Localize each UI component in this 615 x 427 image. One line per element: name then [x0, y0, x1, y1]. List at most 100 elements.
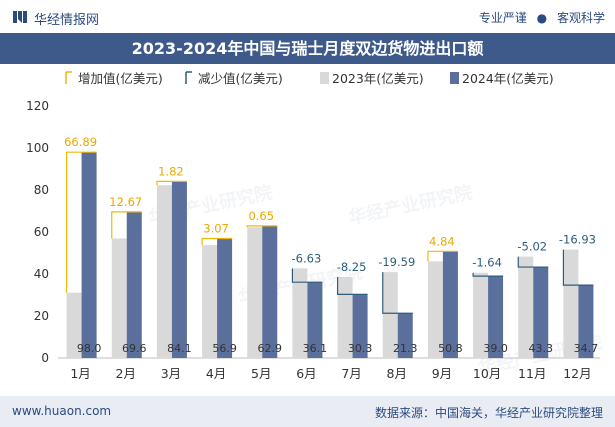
change-indicator-5 — [246, 225, 278, 228]
bar-2023-3 — [156, 185, 172, 358]
bar-2023-4 — [202, 245, 218, 358]
y-tick-label: 20 — [34, 309, 49, 323]
website-url[interactable]: www.huaon.com — [12, 404, 112, 418]
change-label-4: 3.07 — [203, 222, 229, 236]
bar-2023-2 — [111, 238, 127, 358]
change-indicator-10 — [472, 272, 504, 277]
value-label-2024-11: 43.3 — [529, 342, 554, 355]
bar-2024-9 — [442, 251, 458, 358]
change-label-5: 0.65 — [248, 209, 274, 223]
change-indicator-4 — [201, 237, 233, 246]
change-indicator-6 — [291, 268, 323, 283]
chart-title: 2023-2024年中国与瑞士月度双边货物进出口额 — [131, 39, 484, 58]
legend-label-3: 2023年(亿美元) — [332, 71, 424, 86]
legend-label-2: 减少值(亿美元) — [198, 71, 283, 86]
bar-2023-1 — [66, 292, 82, 358]
y-tick-label: 0 — [41, 351, 49, 365]
slogan-tags: 专业严谨 ● 客观科学 — [479, 9, 605, 26]
value-label-2024-2: 69.6 — [122, 342, 147, 355]
x-tick-label-7: 7月 — [341, 366, 361, 381]
value-label-2024-6: 36.1 — [303, 342, 328, 355]
legend-label-4: 2024年(亿美元) — [462, 71, 554, 86]
value-label-2024-7: 30.3 — [348, 342, 373, 355]
huajing-logo-icon — [13, 11, 27, 23]
legend-swatch-2024 — [450, 72, 459, 84]
change-label-6: -6.63 — [292, 251, 322, 265]
tag-objective: 客观科学 — [556, 11, 605, 25]
tag-separator: ● — [536, 11, 548, 25]
bar-chart: 华经产业研究院华经产业研究院华经产业研究院华经产业研究院 增加值(亿美元)减少值… — [26, 71, 604, 381]
bar-2023-6 — [292, 268, 308, 358]
bar-2023-10 — [473, 272, 489, 358]
bar-2024-10 — [488, 276, 504, 358]
bar-2023-12 — [563, 249, 579, 358]
x-tick-label-3: 3月 — [161, 366, 181, 381]
bar-2024-1 — [81, 152, 97, 358]
change-indicator-9 — [427, 250, 458, 262]
watermark-text-2: 华经产业研究院 — [346, 181, 474, 229]
value-label-2024-3: 84.1 — [167, 342, 192, 355]
tag-professional: 专业严谨 — [478, 11, 527, 25]
change-label-10: -1.64 — [472, 256, 502, 270]
x-tick-label-9: 9月 — [432, 366, 452, 381]
change-indicator-3 — [156, 180, 187, 186]
y-tick-label: 60 — [34, 225, 49, 239]
change-label-11: -5.02 — [517, 240, 547, 254]
bar-2023-7 — [337, 276, 353, 358]
bar-2023-5 — [247, 227, 263, 358]
bar-2024-5 — [262, 225, 278, 358]
change-indicator-2 — [111, 211, 142, 239]
y-tick-label: 100 — [26, 141, 49, 155]
bar-2024-4 — [217, 238, 233, 358]
chart-axes: 0 20 40 60 80 100 120 1月 2月 3月 4月 5月 6月 7月 8月 9月 10月 11月 1… — [26, 99, 600, 381]
change-indicators — [65, 151, 594, 314]
x-tick-label-6: 6月 — [296, 366, 316, 381]
x-tick-label-2: 2月 — [116, 366, 136, 381]
legend-swatch-2023 — [320, 72, 329, 84]
change-label-1: 66.89 — [64, 135, 97, 149]
chart-legend: 增加值(亿美元) 减少值(亿美元) 2023年(亿美元) 2024年(亿美元) — [65, 71, 554, 86]
x-tick-label-5: 5月 — [251, 366, 271, 381]
bar-2024-3 — [171, 181, 187, 358]
bar-2024-12 — [578, 285, 594, 358]
data-source: 数据来源：中国海关，华经产业研究院整理 — [374, 406, 603, 420]
change-label-8: -19.59 — [378, 255, 415, 269]
x-tick-label-8: 8月 — [387, 366, 407, 381]
change-label-12: -16.93 — [559, 233, 596, 247]
bar-2024-2 — [126, 211, 142, 358]
bar-2024-7 — [352, 294, 368, 358]
legend-label-1: 增加值(亿美元) — [78, 71, 163, 86]
chart-bars — [66, 152, 594, 358]
change-label-9: 4.84 — [429, 234, 455, 248]
change-indicator-12 — [562, 249, 594, 286]
value-label-2024-5: 62.9 — [258, 342, 283, 355]
value-label-2024-10: 39.0 — [483, 342, 508, 355]
title-bar: 2023-2024年中国与瑞士月度双边货物进出口额 — [0, 33, 615, 64]
x-tick-label-10: 10月 — [473, 366, 501, 381]
legend-swatch-increase — [65, 71, 72, 84]
y-tick-label: 40 — [34, 267, 49, 281]
brand-name: 华经情报网 — [34, 13, 100, 28]
bar-2023-8 — [382, 272, 398, 358]
x-tick-label-11: 11月 — [518, 366, 546, 381]
bar-2023-9 — [427, 261, 443, 358]
value-label-2024-4: 56.9 — [212, 342, 237, 355]
change-label-7: -8.25 — [337, 260, 367, 274]
bar-2024-8 — [397, 313, 413, 358]
bar-2024-6 — [307, 282, 323, 358]
data-labels: 66.89 98.0 12.67 69.6 1.82 84.1 3.07 56.9 0.65 62… — [64, 135, 598, 355]
x-tick-label-12: 12月 — [563, 366, 591, 381]
x-tick-label-1: 1月 — [70, 366, 90, 381]
value-label-2024-8: 21.3 — [393, 342, 418, 355]
change-label-3: 1.82 — [158, 164, 184, 178]
change-indicator-7 — [336, 276, 368, 295]
legend-swatch-decrease — [185, 71, 192, 84]
value-label-2024-9: 50.8 — [438, 342, 463, 355]
bar-2023-11 — [518, 256, 534, 358]
x-tick-label-4: 4月 — [206, 366, 226, 381]
change-indicator-1 — [65, 151, 97, 293]
y-tick-label: 80 — [34, 183, 49, 197]
y-tick-label: 120 — [26, 99, 49, 113]
footer-bar: www.huaon.com 数据来源：中国海关，华经产业研究院整理 — [0, 396, 615, 427]
change-indicator-11 — [517, 256, 549, 268]
